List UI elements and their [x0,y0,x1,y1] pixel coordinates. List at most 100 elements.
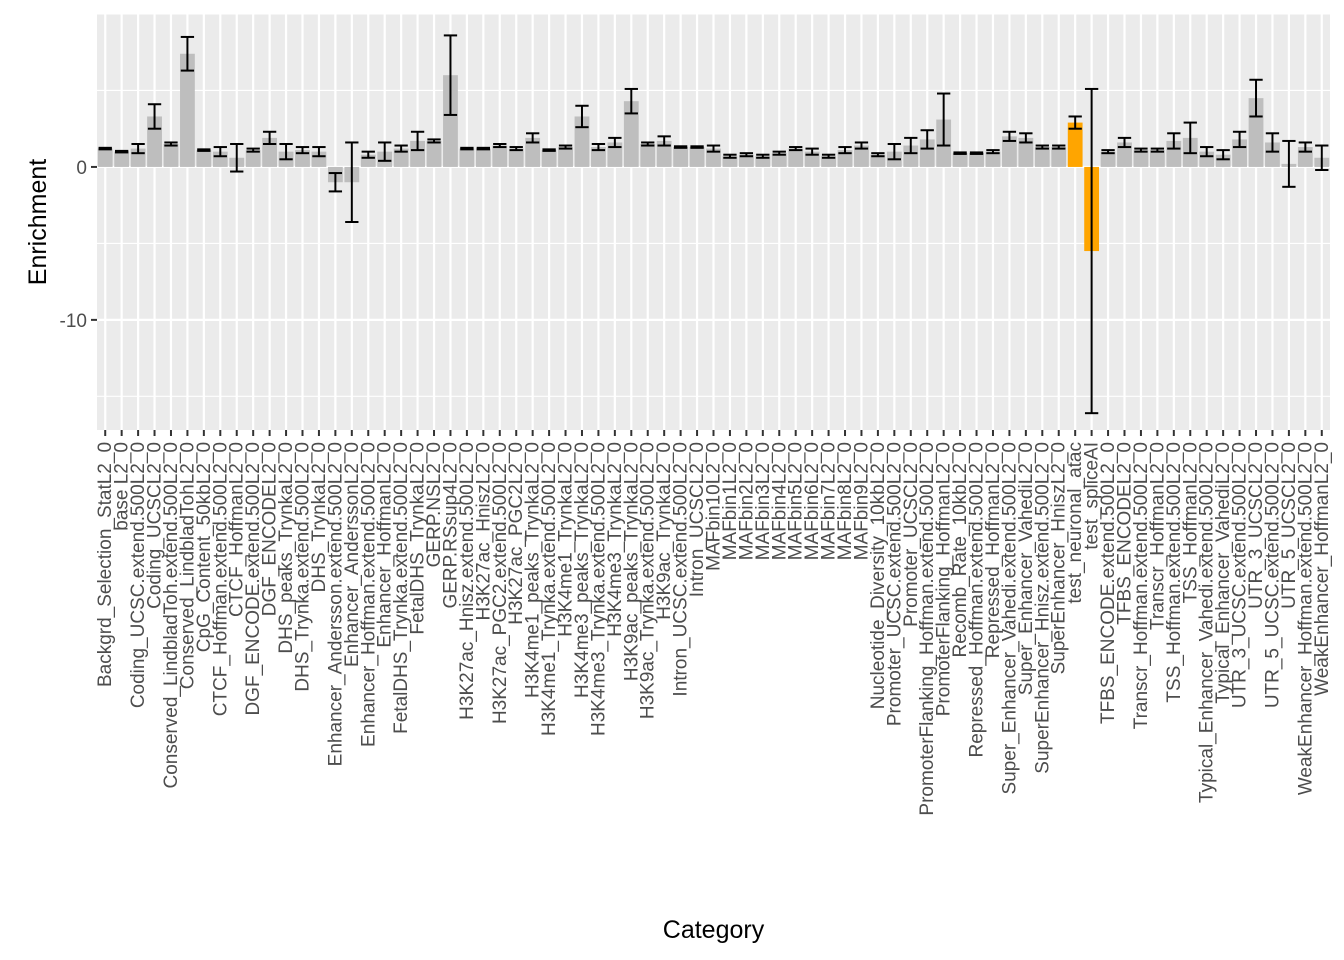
error-bar-H3K9ac_Trynka.extend.500L2_0 [641,141,655,147]
error-bar-Super_Enhancer_VahediL2_0 [1019,132,1033,144]
bar-Conserved_LindbladTohL2_0 [180,53,195,167]
bar-H3K4me3_peaks_TrynkaL2_0 [574,116,590,167]
bar-TFBS_ENCODE.extend.500L2_0 [1100,151,1116,167]
bar-Conserved_LindbladToh.extend.500L2_0 [163,144,179,167]
error-bar-MAFbin7L2_0 [821,153,836,159]
error-bar-DHS_TrynkaL2_0 [312,146,326,158]
x-tick-label: FetalDHS_Trynka.extend.500L2_0 [391,442,412,734]
bar-Super_Enhancer_VahediL2_0 [1018,137,1034,167]
x-tick-label: MAFbin6L2_0 [802,442,823,560]
bar-DHS_Trynka.extend.500L2_0 [295,150,310,167]
error-bar-Conserved_LindbladToh.extend.500L2_0 [164,141,178,147]
error-bar-H3K4me3_peaks_TrynkaL2_0 [575,104,589,129]
error-bar-FetalDHS_Trynka.extend.500L2_0 [394,144,408,153]
x-tick-label: Super_Enhancer_Vahedi.extend.500L2_0 [999,442,1020,795]
x-tick-label: Super_Enhancer_VahediL2_0 [1016,442,1037,695]
bar-Repressed_HoffmanL2_0 [985,151,1001,167]
error-bar-Enhancer_Hoffman.extend.500L2_0 [361,150,375,159]
x-tick-label: test_neuronal_atac [1065,442,1086,604]
error-bar-SuperEnhancer_HniszL2_0 [1052,144,1066,150]
x-tick-label: Repressed_Hoffman.extend.500L2_0 [967,442,988,758]
x-tick-label: Coding_UCSC.extend.500L2_0 [128,442,149,708]
error-bar-DGF_ENCODEL2_0 [262,130,277,145]
bar-MAFbin1L2_0 [722,156,738,167]
x-tick-label: Intron_UCSC.extend.500L2_0 [671,442,692,697]
bar-MAFbin2L2_0 [738,154,754,167]
error-bar-Intron_UCSCL2_0 [690,145,704,149]
error-bar-Enhancer_HoffmanL2_0 [378,141,392,162]
x-tick-label: DGF_ENCODE.extend.500L2_0 [243,442,264,716]
x-tick-label: Backgrd_Selection_StatL2_0 [95,442,116,687]
x-tick-label: Typical_Enhancer_VahediL2_0 [1213,442,1234,704]
bar-DGF_ENCODE.extend.500L2_0 [245,150,261,167]
x-tick-label: Enhancer_Hoffman.extend.500L2_0 [358,442,379,747]
x-tick-label: MAFbin10L2_0 [704,442,725,571]
bar-Transcr_HoffmanL2_0 [1149,150,1165,167]
x-tick-label: TSS_Hoffman.extend.500L2_0 [1164,442,1185,703]
bar-Promoter_UCSCL2_0 [903,145,919,167]
bar-Repressed_Hoffman.extend.500L2_0 [969,153,984,167]
bar-GERP.NSL2_0 [426,140,442,167]
bar-H3K27ac_Hnisz.extend.500L2_0 [459,148,475,167]
bar-H3K4me1_TrynkaL2_0 [558,147,573,167]
error-bar-Typical_Enhancer_VahediL2_0 [1216,149,1230,161]
x-tick-label: CTCF_HoffmanL2_0 [227,442,248,617]
error-bar-base L2_0 [115,149,129,154]
x-tick-label: Enhancer_AnderssonL2_0 [342,442,363,667]
bar-TFBS_ENCODEL2_0 [1117,142,1132,167]
x-tick-label: H3K4me1_Trynka.extend.500L2_0 [539,442,560,736]
x-tick-label: UTR_5_UCSC.extend.500L2_0 [1262,442,1283,708]
error-bar-MAFbin1L2_0 [723,153,737,159]
bar-H3K9ac_peaks_TrynkaL2_0 [623,101,639,167]
error-bar-Repressed_Hoffman.extend.500L2_0 [969,151,984,155]
x-tick-label: H3K9ac_Trynka.extend.500L2_0 [638,442,659,719]
error-bar-Repressed_HoffmanL2_0 [986,149,1000,155]
error-bar-TFBS_ENCODEL2_0 [1117,136,1132,149]
error-bar-Coding_UCSCL2_0 [147,103,162,130]
x-tick-label: Typical_Enhancer_Vahedi.extend.500L2_0 [1197,442,1218,803]
error-bar-Promoter_UCSC.extend.500L2_0 [887,143,901,161]
error-bar-DGF_ENCODE.extend.500L2_0 [246,147,260,153]
x-tick-label: GERP.RSsup4L2_0 [440,442,461,609]
x-tick-label: Enhancer_HoffmanL2_0 [375,442,396,648]
error-bar-H3K4me3_Trynka.extend.500L2_0 [591,143,606,152]
bar-SuperEnhancer_HniszL2_0 [1051,147,1067,167]
x-tick-label: UTR_3_UCSCL2_0 [1246,442,1267,609]
bar-H3K9ac_Trynka.extend.500L2_0 [640,144,656,167]
error-bar-Transcr_Hoffman.extend.500L2_0 [1134,147,1148,153]
bar-CpG_Content_50kbL2_0 [196,150,212,167]
x-tick-label: H3K4me3_peaks_TrynkaL2_0 [572,442,593,698]
bar-H3K27ac_PGC2L2_0 [508,148,524,167]
error-bar-TSS_HoffmanL2_0 [1183,121,1197,155]
bar-H3K27ac_HniszL2_0 [475,148,491,167]
x-tick-label: DHS_TrynkaL2_0 [309,442,330,592]
x-tick-label: Promoter_UCSCL2_0 [901,442,922,627]
error-bar-H3K4me1_TrynkaL2_0 [558,144,573,150]
y-tick-label: -10 [60,311,87,332]
x-tick-label: H3K4me1_peaks_TrynkaL2_0 [523,442,544,698]
bar-test_neuronal_atac [1067,122,1083,167]
x-tick-label: MAFbin7L2_0 [819,442,840,560]
bar-FetalDHS_Trynka.extend.500L2_0 [393,148,409,167]
error-bar-WeakEnhancer_HoffmanL2_0 [1315,144,1329,171]
x-tick-label: DGF_ENCODEL2_0 [260,442,281,616]
error-bar-Conserved_LindbladTohL2_0 [180,35,195,72]
error-bar-TSS_Hoffman.extend.500L2_0 [1167,132,1181,150]
x-tick-label: CTCF_Hoffman.extend.500L2_0 [210,442,231,716]
error-bar-H3K27ac_Hnisz.extend.500L2_0 [460,146,474,151]
error-bar-H3K27ac_HniszL2_0 [476,146,490,151]
bar-MAFbin8L2_0 [837,150,853,167]
x-tick-label: CpG_Content_50kbL2_0 [194,442,215,652]
bar-H3K9ac_TrynkaL2_0 [656,140,672,167]
bar-FetalDHS_TrynkaL2_0 [410,140,425,167]
error-bar-H3K9ac_TrynkaL2_0 [657,135,671,147]
bar-MAFbin7L2_0 [821,156,836,167]
bar-MAFbin4L2_0 [771,153,787,167]
error-bar-MAFbin5L2_0 [789,146,803,152]
x-tick-label: Conserved_LindbladTohL2_0 [177,442,198,689]
error-bar-GERP.NSL2_0 [427,138,441,144]
error-bar-MAFbin3L2_0 [756,153,770,159]
error-bar-MAFbin2L2_0 [739,152,754,158]
